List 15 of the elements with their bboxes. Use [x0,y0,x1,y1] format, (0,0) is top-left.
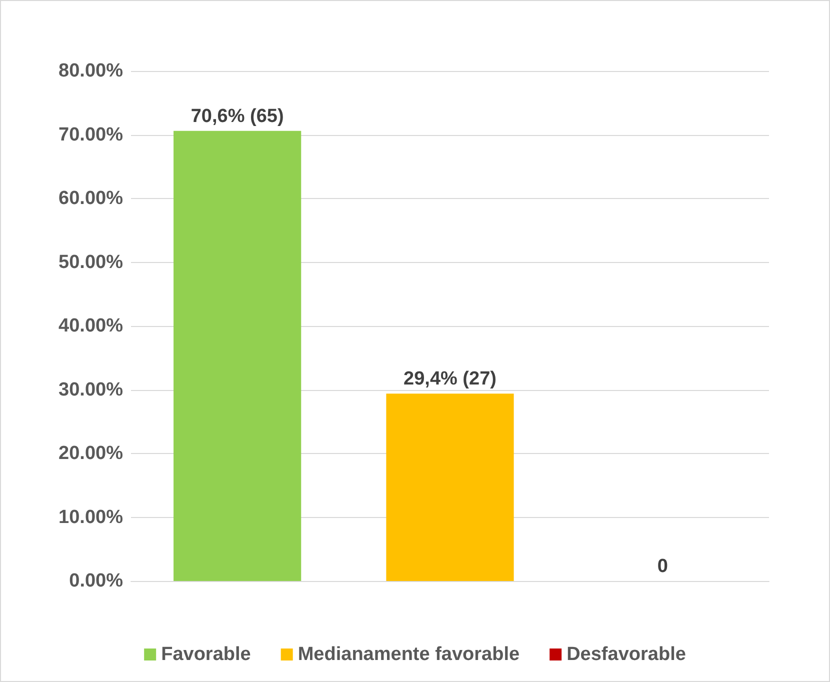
legend-label: Favorable [161,644,251,665]
data-label: 70,6% (65) [190,106,284,127]
y-tick-label: 0.00% [69,570,124,592]
y-tick-label: 80.00% [58,60,124,82]
y-tick-label: 30.00% [58,379,124,400]
y-tick-label: 70.00% [58,124,124,146]
y-tick-label: 60.00% [58,188,124,209]
legend-label: Desfavorable [566,644,686,665]
legend-label: Medianamente favorable [298,644,520,665]
y-tick-label: 50.00% [58,252,124,273]
y-tick-label: 10.00% [58,506,124,528]
y-tick-label: 40.00% [58,316,124,336]
data-label: 0 [657,556,668,577]
y-tick-label: 20.00% [58,443,124,464]
data-label: 29,4% (27) [404,368,496,390]
